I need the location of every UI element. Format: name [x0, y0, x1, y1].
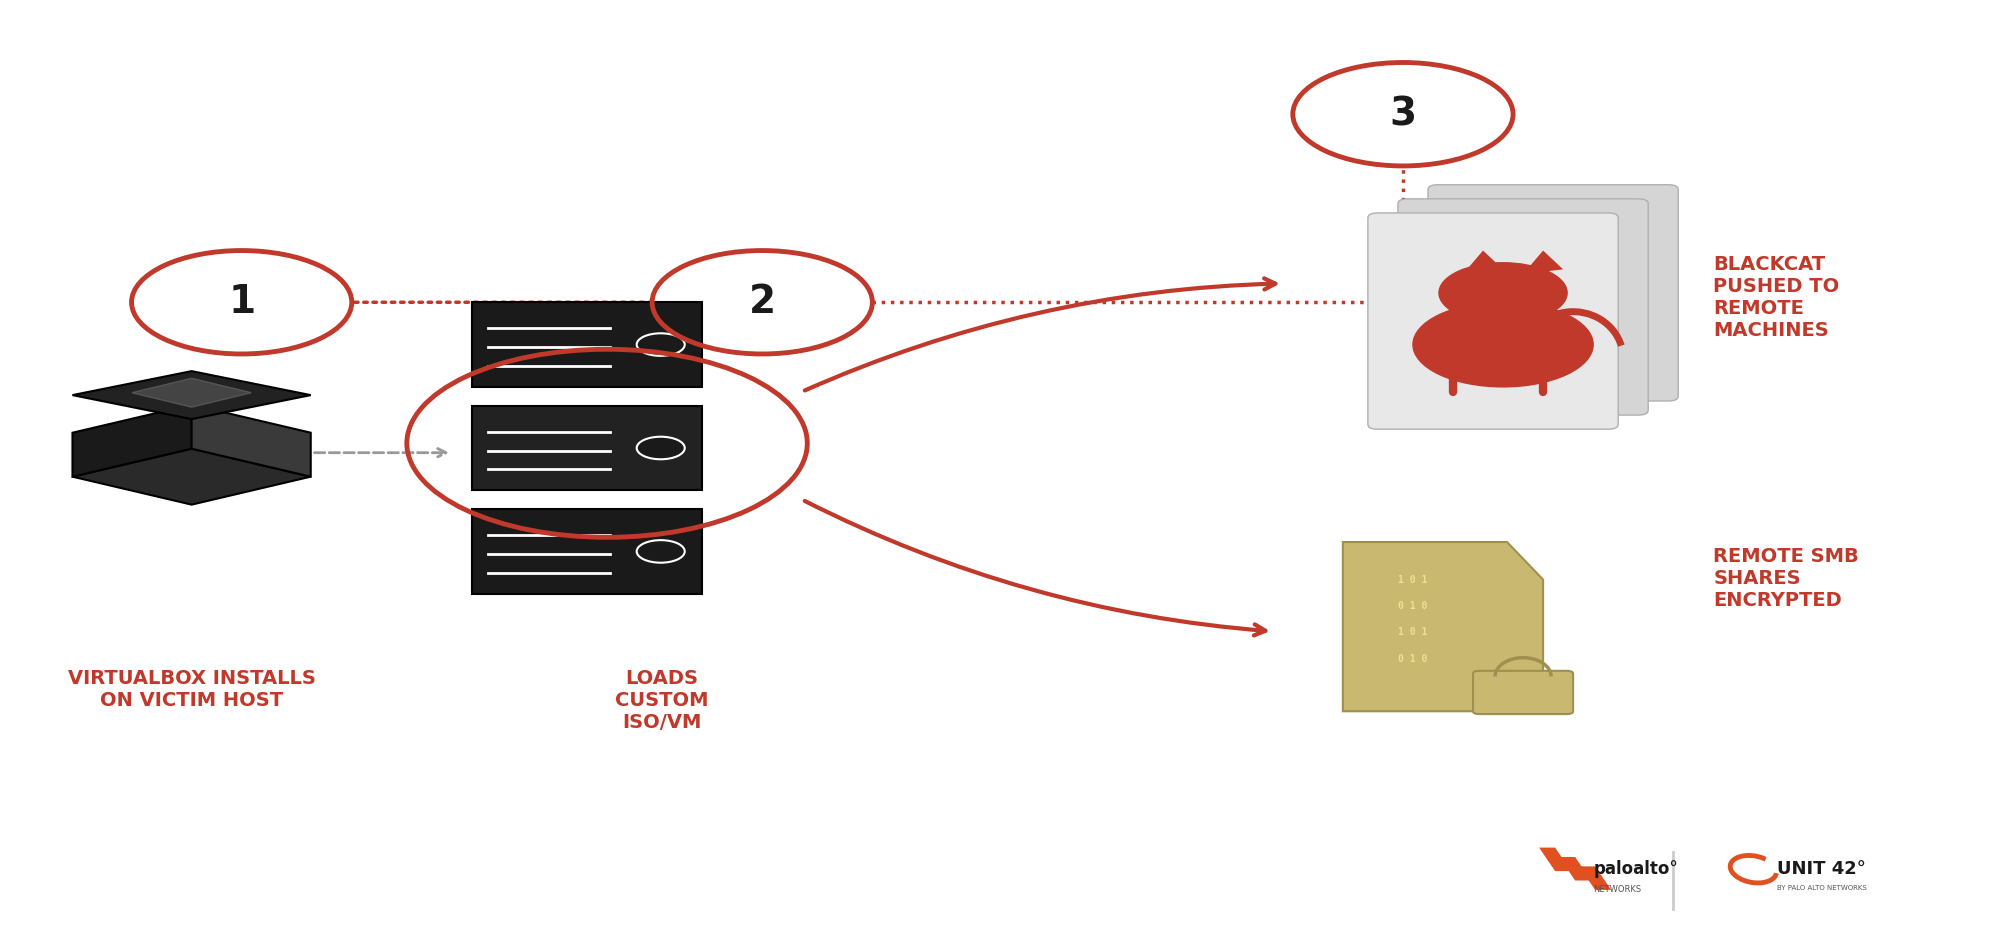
Text: 2: 2	[748, 283, 776, 322]
Polygon shape	[132, 378, 251, 407]
Polygon shape	[1524, 251, 1564, 274]
Polygon shape	[192, 405, 311, 476]
Text: LOADS
CUSTOM
ISO/VM: LOADS CUSTOM ISO/VM	[616, 669, 710, 732]
Circle shape	[638, 333, 686, 356]
Polygon shape	[72, 405, 192, 476]
Text: 3: 3	[1389, 95, 1416, 133]
Text: 1 0 1: 1 0 1	[1397, 627, 1428, 637]
Text: BY PALO ALTO NETWORKS: BY PALO ALTO NETWORKS	[1776, 885, 1867, 891]
FancyBboxPatch shape	[1474, 670, 1574, 714]
Circle shape	[638, 437, 686, 459]
Polygon shape	[1343, 542, 1544, 711]
FancyBboxPatch shape	[1397, 199, 1648, 415]
Text: 1 0 1: 1 0 1	[1397, 574, 1428, 585]
FancyBboxPatch shape	[1367, 213, 1618, 429]
Polygon shape	[72, 372, 311, 419]
Polygon shape	[1464, 251, 1504, 274]
Circle shape	[1440, 263, 1568, 323]
FancyBboxPatch shape	[471, 405, 702, 490]
Text: 0 1 0: 0 1 0	[1397, 653, 1428, 664]
Circle shape	[1414, 303, 1594, 387]
Text: BLACKCAT
PUSHED TO
REMOTE
MACHINES: BLACKCAT PUSHED TO REMOTE MACHINES	[1714, 256, 1839, 340]
Text: paloalto°: paloalto°	[1594, 860, 1678, 878]
Polygon shape	[72, 449, 311, 505]
Text: REMOTE SMB
SHARES
ENCRYPTED: REMOTE SMB SHARES ENCRYPTED	[1714, 547, 1859, 610]
Polygon shape	[1540, 848, 1572, 871]
Text: 0 1 0: 0 1 0	[1397, 601, 1428, 611]
Circle shape	[638, 540, 686, 563]
FancyBboxPatch shape	[471, 303, 702, 387]
Text: 1: 1	[229, 283, 255, 322]
FancyBboxPatch shape	[1428, 185, 1678, 401]
FancyBboxPatch shape	[471, 509, 702, 594]
Polygon shape	[1560, 857, 1592, 881]
Text: VIRTUALBOX INSTALLS
ON VICTIM HOST: VIRTUALBOX INSTALLS ON VICTIM HOST	[68, 669, 315, 710]
Text: NETWORKS: NETWORKS	[1594, 885, 1642, 894]
Text: UNIT 42°: UNIT 42°	[1776, 860, 1867, 878]
Polygon shape	[1580, 867, 1612, 890]
